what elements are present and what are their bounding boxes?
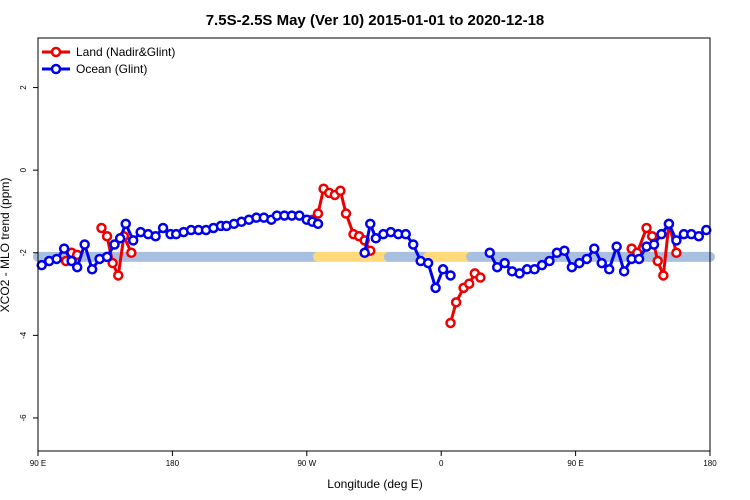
ocean-point [648,239,660,250]
ocean-point [370,233,382,244]
legend-land-label: Land (Nadir&Glint) [76,45,175,59]
ocean-point [603,264,615,275]
ocean-point [529,264,540,275]
ocean-point [400,228,411,240]
plot-frame [37,37,711,452]
ticks: 90 E 180 90 W 0 90 E 180 2 0 -2 -4 -6 [19,85,717,468]
series-layer [36,183,712,329]
ocean-point [127,235,139,246]
land-point [335,185,346,197]
x-tick-label: 90 E [567,459,583,468]
ocean-point [445,270,456,281]
ocean-point [618,266,630,277]
ocean-point [581,253,593,265]
ocean-point [66,255,77,267]
x-tick-label: 180 [166,459,180,468]
ocean-point [58,243,70,254]
axes [37,37,711,452]
ocean-point [701,224,712,236]
ocean-point [484,247,495,259]
ocean-point [365,218,376,230]
ocean-point [596,257,607,269]
land-point [340,208,352,219]
land-point [646,230,658,242]
ocean-point [437,264,449,275]
ocean-point [574,257,585,269]
ocean-point [120,218,131,230]
y-tick-label: -2 [19,249,28,257]
ocean-point [150,230,161,242]
ocean-point [79,239,90,250]
chart-title: 7.5S-2.5S May (Ver 10) 2015-01-01 to 202… [206,12,545,29]
ocean-point [86,264,98,275]
legend: Land (Nadir&Glint) Ocean (Glint) [42,45,175,76]
land-point [312,208,324,219]
ocean-point [514,268,525,279]
ocean-point [589,243,600,254]
y-tick-label: -6 [19,414,28,422]
x-tick-label: 0 [439,459,444,468]
ocean-point [499,257,510,269]
ocean-point [430,282,441,294]
land-point [641,222,652,234]
ocean-point [536,259,548,271]
legend-ocean-label: Ocean (Glint) [76,62,147,76]
ocean-point [157,222,169,234]
land-point [126,247,137,259]
ocean-point [407,239,419,250]
y-tick-label: 2 [19,85,28,90]
land-point [658,270,669,281]
ocean-point [633,253,645,265]
legend-land-marker [50,46,62,58]
ocean-point [312,218,324,230]
land-point [463,278,475,289]
ocean-point [359,247,370,259]
land-point [101,230,113,242]
land-point [450,297,462,308]
ocean-point [109,239,120,250]
y-tick-label: 0 [19,167,28,172]
ocean-point [51,253,62,265]
ocean-point [101,251,113,263]
ocean-point [663,218,675,230]
land-point [107,257,118,269]
x-axis-label: Longitude (deg E) [327,477,422,491]
ocean-point [559,245,570,256]
ocean-point [114,233,126,244]
y-tick-label: -4 [19,331,28,339]
x-tick-label: 90 E [30,459,46,468]
land-point [652,255,663,267]
ocean-point [422,257,434,269]
land-point [475,272,486,283]
ocean-point [294,210,305,221]
ocean-point [656,228,667,240]
ocean-point [544,255,555,267]
legend-ocean-marker [50,63,62,75]
land-point [671,247,682,259]
ocean-point [566,261,578,273]
x-tick-label: 180 [703,459,717,468]
ocean-point [671,235,682,246]
land-point [96,222,107,234]
x-tick-label: 90 W [297,459,316,468]
y-axis-label: XCO2 - MLO trend (ppm) [0,178,12,313]
land-point [113,270,124,281]
ocean-point [693,230,705,242]
ocean-point [491,261,503,273]
ocean-point [71,261,83,273]
ocean-point [611,241,622,252]
land-point [445,317,456,329]
